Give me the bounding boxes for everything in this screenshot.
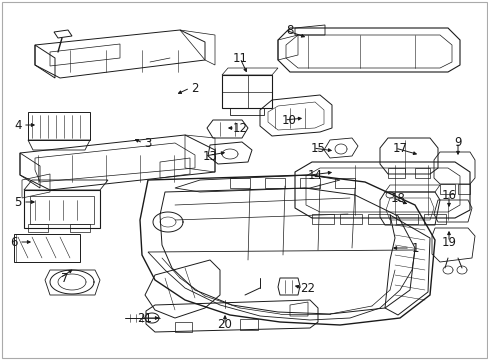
Text: 6: 6 — [10, 235, 18, 248]
Text: 17: 17 — [392, 141, 407, 154]
Text: 8: 8 — [286, 23, 293, 36]
Text: 22: 22 — [300, 282, 315, 294]
Text: 16: 16 — [441, 189, 456, 202]
Text: 5: 5 — [14, 195, 21, 208]
Text: 4: 4 — [14, 118, 21, 131]
Text: 10: 10 — [281, 113, 296, 126]
Text: 20: 20 — [217, 319, 232, 332]
Text: 21: 21 — [137, 311, 152, 324]
Text: 2: 2 — [191, 81, 198, 95]
Text: 12: 12 — [232, 122, 247, 135]
Text: 3: 3 — [144, 136, 151, 149]
Text: 13: 13 — [202, 149, 217, 162]
Text: 1: 1 — [410, 242, 418, 255]
Text: 19: 19 — [441, 235, 456, 248]
Text: 14: 14 — [307, 168, 322, 181]
Text: 18: 18 — [390, 192, 405, 204]
Text: 11: 11 — [232, 51, 247, 64]
Text: 9: 9 — [453, 135, 461, 149]
Text: 7: 7 — [61, 271, 69, 284]
Text: 15: 15 — [310, 141, 325, 154]
